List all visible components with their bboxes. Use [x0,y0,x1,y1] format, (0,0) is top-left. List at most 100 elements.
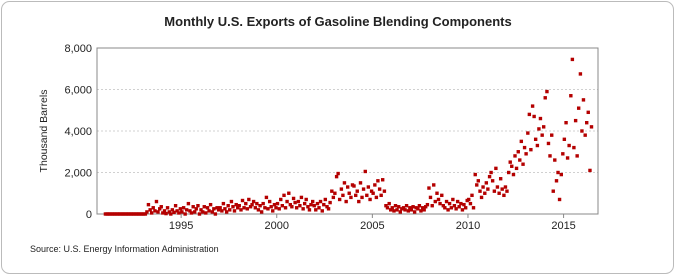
source-note: Source: U.S. Energy Information Administ… [30,244,219,254]
data-point [293,200,297,205]
data-point [146,202,151,207]
x-tick-label: 2015 [551,220,575,232]
data-point [492,189,497,193]
data-point [113,212,117,216]
data-point [467,197,471,202]
data-point [307,208,312,212]
data-point [511,172,516,177]
data-point [145,210,149,214]
data-point [417,204,422,208]
data-point [478,189,482,193]
data-point [518,158,522,162]
data-point [318,199,323,204]
data-point [404,204,409,208]
data-point [244,201,248,206]
data-point [199,208,203,212]
data-point [264,195,269,200]
x-tick-label: 1995 [169,220,193,232]
data-point [403,208,407,212]
data-point [137,212,141,216]
data-point [441,204,446,208]
data-point [390,206,394,210]
data-point [443,206,447,210]
data-point [231,205,235,209]
data-point [510,164,514,168]
data-point [427,186,431,190]
data-point [201,210,205,214]
data-point [317,206,321,210]
data-point [551,189,555,193]
data-point [380,178,385,182]
data-point [550,133,554,137]
data-point [533,137,538,141]
data-point [377,187,382,191]
data-point [585,121,589,125]
data-point [385,206,390,210]
data-point [371,191,375,195]
data-point [266,207,270,211]
data-point [481,185,485,189]
data-point [170,208,175,212]
data-point [401,206,406,210]
data-point [245,207,249,211]
data-point [290,205,294,209]
data-point [325,205,329,209]
data-point [215,206,219,210]
data-point [548,154,552,158]
data-point [455,199,460,204]
data-point [309,202,313,207]
data-point [502,193,506,198]
data-point [476,179,480,183]
data-point [312,204,316,208]
data-point [108,212,112,216]
data-point [122,212,127,216]
data-point [226,204,230,208]
data-point [181,206,186,210]
data-point [291,196,296,201]
data-point [334,174,339,179]
data-point [229,199,234,204]
data-point [538,116,543,121]
data-point [432,183,436,187]
data-point [213,212,218,216]
data-point [556,170,560,175]
data-point [588,168,592,173]
data-point [433,199,437,204]
data-point [149,211,154,215]
data-point [156,210,160,214]
data-point [360,195,364,200]
data-point [438,201,442,206]
data-point [337,197,342,202]
data-point [365,193,369,198]
data-point [258,204,262,208]
data-point [315,201,320,206]
data-point [430,204,434,208]
data-point [180,210,184,214]
data-point [127,212,132,216]
data-point [446,208,450,212]
data-point [342,181,347,185]
data-point [357,199,361,204]
data-point [294,206,299,210]
data-point [355,189,359,193]
data-point [559,172,563,177]
data-point [159,205,163,209]
data-point [479,195,484,200]
data-point [487,174,492,179]
data-point [239,208,243,212]
data-point [436,197,441,202]
data-point [173,204,178,208]
data-point [271,209,275,213]
data-point [387,201,391,206]
data-point [397,205,401,209]
data-point [186,201,191,206]
data-point [333,191,337,195]
data-point [505,189,509,193]
data-point [143,212,148,216]
data-point [361,187,366,191]
data-point [151,206,155,210]
data-point [330,189,334,193]
data-point [398,210,402,214]
data-point [285,199,289,204]
